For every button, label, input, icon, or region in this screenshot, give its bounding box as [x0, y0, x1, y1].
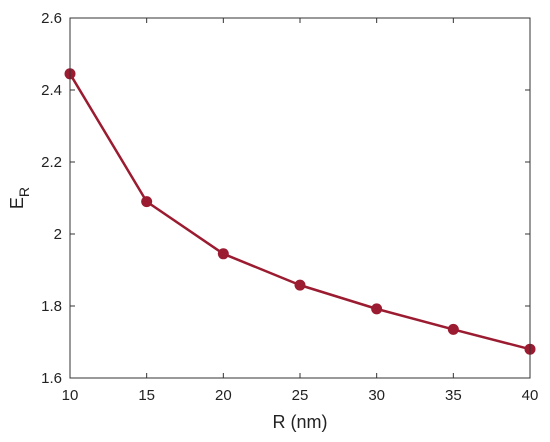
data-point	[447, 323, 459, 335]
data-point	[141, 196, 153, 208]
y-tick-label: 2.6	[41, 10, 62, 27]
y-axis-title-main: E	[7, 197, 27, 209]
y-tick-label: 1.6	[41, 370, 62, 387]
x-tick-label: 15	[138, 387, 155, 404]
x-tick-label: 35	[445, 387, 462, 404]
data-point	[371, 303, 383, 315]
data-point	[294, 279, 306, 291]
x-tick-label: 10	[62, 387, 79, 404]
x-tick-label: 40	[522, 387, 539, 404]
y-tick-label: 2	[54, 226, 62, 243]
y-axis-title-subscript: R	[16, 187, 32, 197]
x-tick-label: 25	[292, 387, 309, 404]
plot-area	[70, 18, 530, 378]
plot-frame	[69, 17, 531, 379]
x-tick-label: 30	[368, 387, 385, 404]
data-point	[217, 248, 229, 260]
y-axis-title: ER	[7, 187, 32, 209]
y-tick-label: 2.2	[41, 154, 62, 171]
y-tick-label: 1.8	[41, 298, 62, 315]
x-tick-label: 20	[215, 387, 232, 404]
y-tick-label: 2.4	[41, 82, 62, 99]
x-axis-title: R (nm)	[273, 412, 328, 432]
y-axis-ticks: 1.6 1.8 2 2.2 2.4 2.6	[41, 10, 530, 387]
